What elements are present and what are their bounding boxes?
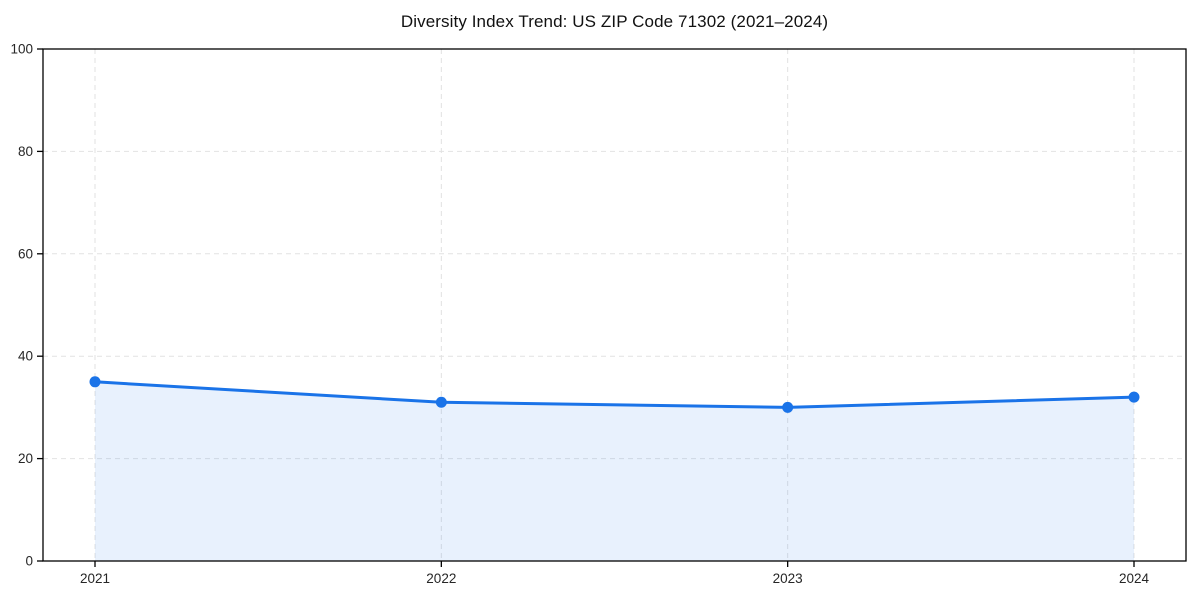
y-tick-label: 100 xyxy=(10,42,33,57)
data-line xyxy=(93,380,1136,409)
x-tick-label: 2023 xyxy=(773,571,803,586)
y-tick-label: 60 xyxy=(18,246,33,261)
data-point-2022 xyxy=(435,396,447,408)
y-tick-label: 80 xyxy=(18,144,33,159)
plot-background xyxy=(43,49,1186,561)
y-tick-label: 40 xyxy=(18,349,33,364)
y-tick-label: 20 xyxy=(18,451,33,466)
data-point-2023 xyxy=(782,401,794,413)
chart-title: Diversity Index Trend: US ZIP Code 71302… xyxy=(400,12,829,31)
x-tick-label: 2022 xyxy=(426,571,456,586)
y-tick-label: 0 xyxy=(25,554,33,569)
data-point-2024 xyxy=(1128,391,1140,403)
x-tick-label: 2021 xyxy=(80,571,110,586)
data-point-2021 xyxy=(89,376,101,388)
plot-spines xyxy=(42,48,1187,562)
area-fill xyxy=(95,381,1134,561)
x-tick-label: 2024 xyxy=(1119,571,1150,586)
